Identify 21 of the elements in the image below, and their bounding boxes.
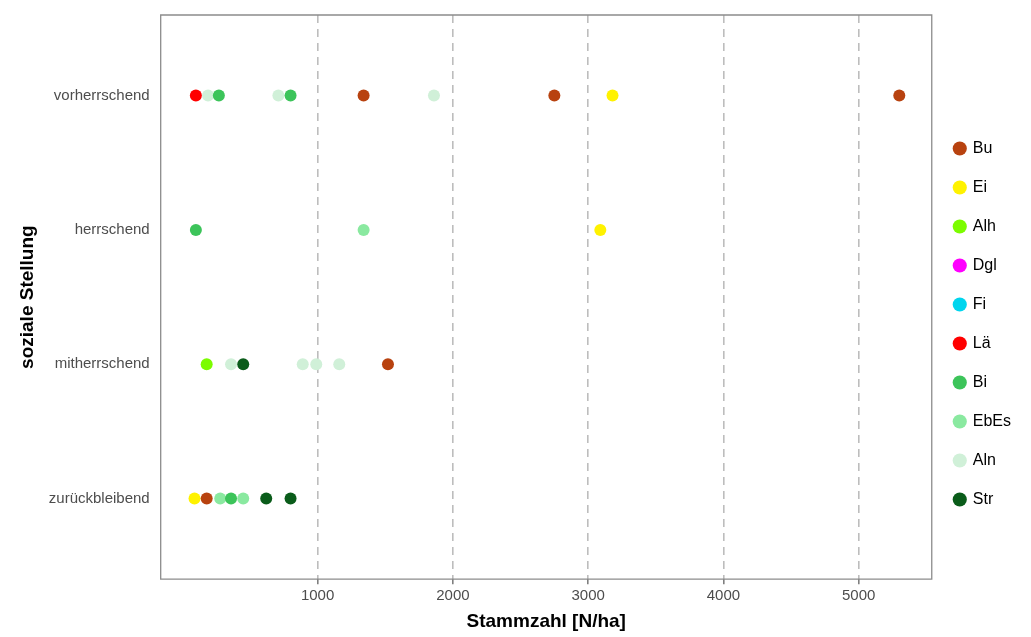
x-tick-label: 1000 [300, 586, 335, 604]
x-tick-label: 2000 [436, 586, 470, 604]
y-tick-label: zurückbleibend [48, 488, 150, 506]
legend-label: Dgl [972, 255, 997, 273]
legend-label: Alh [972, 216, 996, 234]
legend-label: Ei [972, 177, 987, 195]
x-tick-label: 3000 [571, 586, 605, 604]
x-tick-label: 5000 [842, 586, 876, 604]
legend-label: Bu [972, 138, 993, 156]
legend-label: EbEs [972, 411, 1012, 429]
y-tick-label: herrschend [74, 220, 150, 238]
y-tick-label: mitherrschend [54, 354, 150, 372]
legend-label: Aln [972, 450, 996, 468]
x-axis-title: Stammzahl [N/ha] [466, 609, 626, 631]
legend-label: Fi [972, 294, 987, 312]
y-tick-label: vorherrschend [53, 85, 150, 103]
y-axis-title: soziale Stellung [15, 225, 37, 369]
legend-label: Bi [972, 372, 987, 390]
legend-label: Lä [972, 333, 991, 351]
legend-label: Str [972, 489, 994, 507]
x-tick-label: 4000 [706, 586, 741, 604]
